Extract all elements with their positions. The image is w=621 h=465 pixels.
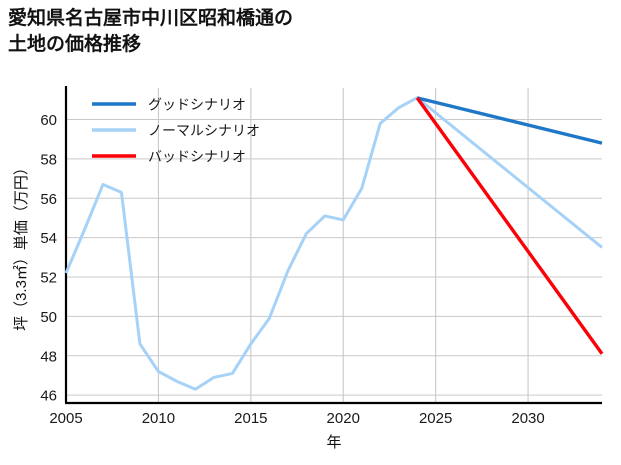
axis-lines [64, 86, 602, 405]
x-axis-label: 年 [326, 434, 341, 451]
y-tick-label: 58 [40, 151, 57, 168]
x-tick-label: 2020 [327, 410, 360, 427]
y-tick-label: 60 [40, 112, 57, 129]
x-tick-label: 2025 [419, 410, 452, 427]
y-tick-label: 52 [40, 270, 57, 287]
y-axis-label: 坪（3.3㎡）単価（万円） [13, 160, 30, 331]
x-tick-label: 2015 [234, 410, 267, 427]
x-tick-label: 2030 [511, 410, 544, 427]
y-tick-label: 50 [40, 309, 57, 326]
legend-label-good: グッドシナリオ [148, 97, 246, 113]
y-axis-ticks: 46 48 50 52 54 56 58 60 [40, 112, 57, 405]
legend-label-normal: ノーマルシナリオ [148, 123, 260, 139]
y-tick-label: 56 [40, 191, 57, 208]
x-axis-ticks: 2005 2010 2015 2020 2025 2030 [49, 410, 544, 427]
legend-label-bad: バッドシナリオ [148, 149, 246, 165]
page-title: 愛知県名古屋市中川区昭和橋通の 土地の価格推移 [8, 8, 294, 55]
series-line-bad [415, 96, 604, 355]
series-lines [64, 96, 604, 391]
y-tick-label: 48 [40, 348, 57, 365]
series-line-good [416, 96, 603, 145]
series-line-normal [64, 96, 603, 391]
x-tick-label: 2010 [142, 410, 175, 427]
x-tick-label: 2005 [49, 410, 82, 427]
y-tick-label: 46 [40, 388, 57, 405]
y-tick-label: 54 [40, 230, 57, 247]
